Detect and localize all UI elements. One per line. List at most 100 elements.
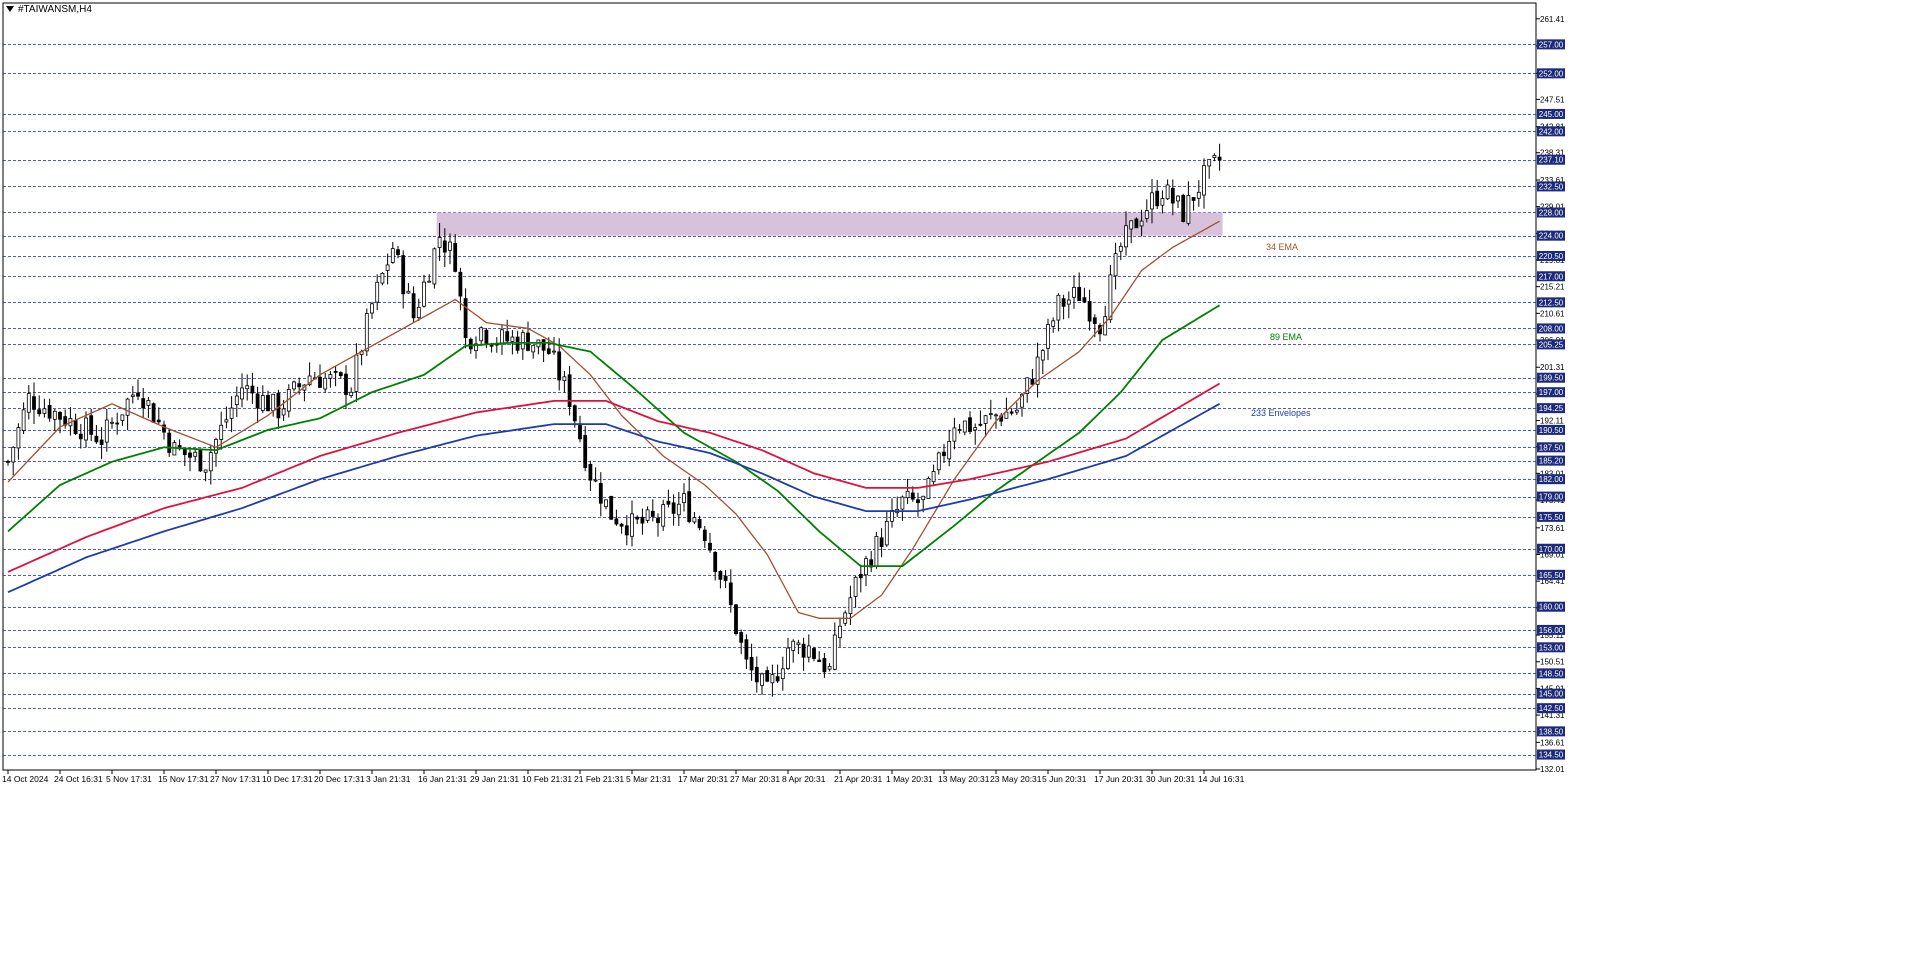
candle-body	[1207, 158, 1212, 167]
candle-body	[968, 417, 972, 432]
level-price-box	[1537, 181, 1565, 192]
candle-body	[385, 264, 390, 271]
candle-body	[905, 490, 910, 499]
candle-body	[333, 371, 338, 373]
y-tick-label: 183.01	[1540, 469, 1565, 478]
candle-body	[1170, 187, 1175, 204]
level-price-label: 205.25	[1539, 340, 1564, 349]
x-tick-label: 14 Oct 2024	[2, 774, 49, 784]
symbol-label: #TAIWANSM,H4	[18, 4, 92, 15]
level-price-label: 138.50	[1539, 727, 1564, 736]
candle-body	[416, 306, 421, 319]
candle-body	[832, 634, 837, 670]
candle-body	[957, 429, 962, 431]
level-price-label: 182.00	[1539, 475, 1564, 484]
level-price-label: 185.20	[1539, 457, 1564, 466]
candle-body	[1087, 301, 1092, 322]
candle-body	[1020, 393, 1024, 408]
level-price-label: 252.00	[1539, 69, 1564, 78]
level-price-label: 197.00	[1539, 388, 1564, 397]
candle-body	[271, 393, 276, 412]
candle-body	[510, 336, 515, 342]
candle-body	[52, 410, 57, 420]
y-tick-label: 233.61	[1540, 176, 1565, 185]
level-price-label: 190.50	[1539, 426, 1564, 435]
resistance-zone-layer	[436, 212, 1223, 236]
candle-body	[775, 676, 780, 682]
candle-body	[926, 477, 931, 499]
candle-body	[827, 665, 832, 670]
candle-body	[780, 668, 785, 680]
x-tick-label: 21 Apr 20:31	[834, 774, 882, 784]
candle-body	[1155, 190, 1160, 207]
candle-body	[156, 419, 161, 423]
candle-body	[557, 351, 562, 381]
level-price-label: 153.00	[1539, 643, 1564, 652]
level-price-box	[1537, 668, 1565, 679]
level-price-box	[1537, 749, 1565, 760]
y-tick-label: 173.61	[1540, 524, 1565, 533]
candle-body	[89, 415, 94, 435]
level-price-box	[1537, 455, 1565, 466]
caret-down-icon	[6, 6, 14, 13]
candle-body	[744, 639, 749, 660]
indicator-line	[7, 382, 1221, 573]
level-price-box	[1537, 271, 1565, 282]
x-tick-label: 5 Jun 20:31	[1042, 774, 1087, 784]
candle-body	[422, 281, 426, 307]
y-tick-label: 164.41	[1540, 577, 1565, 586]
candle-body	[375, 281, 380, 303]
candle-body	[645, 509, 650, 521]
candle-body	[6, 460, 10, 463]
candle-body	[401, 255, 406, 295]
level-price-box	[1537, 250, 1565, 261]
candle-body	[1113, 253, 1118, 277]
candle-body	[1124, 225, 1128, 248]
candle-body	[78, 433, 83, 440]
y-tick-label: 210.61	[1540, 309, 1565, 318]
time-axis: 14 Oct 2024 24 Oct 16:31 5 Nov 17:31 15 Nov…	[2, 770, 1245, 784]
candle-body	[1040, 350, 1045, 361]
candle-body	[812, 648, 816, 659]
level-price-box	[1537, 126, 1565, 137]
candle-body	[505, 331, 510, 342]
candle-body	[1025, 377, 1030, 394]
candle-body	[1160, 198, 1165, 206]
candle-body	[1056, 294, 1061, 321]
candle-body	[37, 409, 42, 415]
candle-body	[427, 280, 432, 283]
candle-body	[26, 393, 31, 413]
candle-body	[354, 354, 359, 392]
level-price-box	[1537, 39, 1565, 50]
candle-body	[1134, 218, 1139, 229]
candle-body	[364, 313, 369, 352]
level-price-box	[1537, 624, 1565, 635]
candle-body	[396, 249, 400, 255]
level-price-label: 175.50	[1539, 513, 1564, 522]
candle-body	[1129, 220, 1134, 230]
candle-body	[240, 387, 244, 400]
ema34-label: 34 EMA	[1266, 242, 1298, 252]
level-price-box	[1537, 297, 1565, 308]
candle-body	[931, 471, 936, 483]
candle-body	[947, 441, 952, 460]
x-tick-label: 21 Feb 21:31	[574, 774, 624, 784]
level-price-label: 245.00	[1539, 110, 1564, 119]
candle-body	[624, 525, 629, 536]
candle-body	[380, 272, 385, 284]
candle-body	[1212, 155, 1217, 158]
candle-body	[1108, 274, 1113, 321]
y-tick-label: 150.51	[1540, 658, 1565, 667]
level-price-box	[1537, 474, 1565, 485]
candle-body	[120, 414, 125, 421]
candle-body	[188, 452, 192, 458]
level-price-box	[1537, 372, 1565, 383]
candle-body	[1118, 245, 1123, 252]
candle-body	[526, 332, 530, 351]
level-price-label: 134.50	[1539, 751, 1564, 760]
candle-body	[791, 640, 796, 651]
candle-body	[692, 517, 697, 523]
candle-body	[936, 452, 941, 471]
candle-body	[474, 343, 478, 351]
